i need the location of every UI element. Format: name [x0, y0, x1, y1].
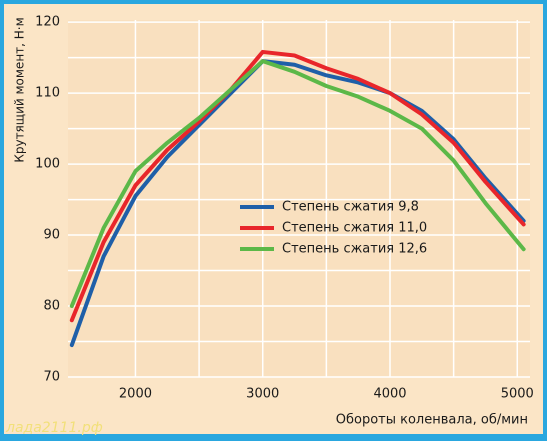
- y-tick-label: 80: [43, 299, 60, 314]
- y-tick-label: 110: [35, 86, 60, 101]
- x-tick-label: 2000: [119, 387, 152, 402]
- x-tick-label: 5000: [501, 387, 534, 402]
- series-line: [69, 59, 526, 309]
- y-tick-label: 100: [35, 157, 60, 172]
- legend-label: Степень сжатия 11,0: [282, 221, 427, 236]
- x-axis-label: Обороты коленвала, об/мин: [336, 413, 528, 428]
- series-line: [69, 59, 526, 348]
- y-tick-label: 70: [43, 370, 60, 385]
- y-tick-label: 90: [43, 228, 60, 243]
- watermark: лада2111.рф: [5, 420, 103, 436]
- series-line: [69, 49, 526, 323]
- x-tick-label: 4000: [373, 387, 406, 402]
- y-axis-label: Крутящий момент, Н·м: [13, 17, 27, 162]
- x-tick-label: 3000: [246, 387, 279, 402]
- legend-label: Степень сжатия 12,6: [282, 242, 427, 257]
- legend-label: Степень сжатия 9,8: [282, 200, 419, 215]
- y-tick-label: 120: [35, 15, 60, 30]
